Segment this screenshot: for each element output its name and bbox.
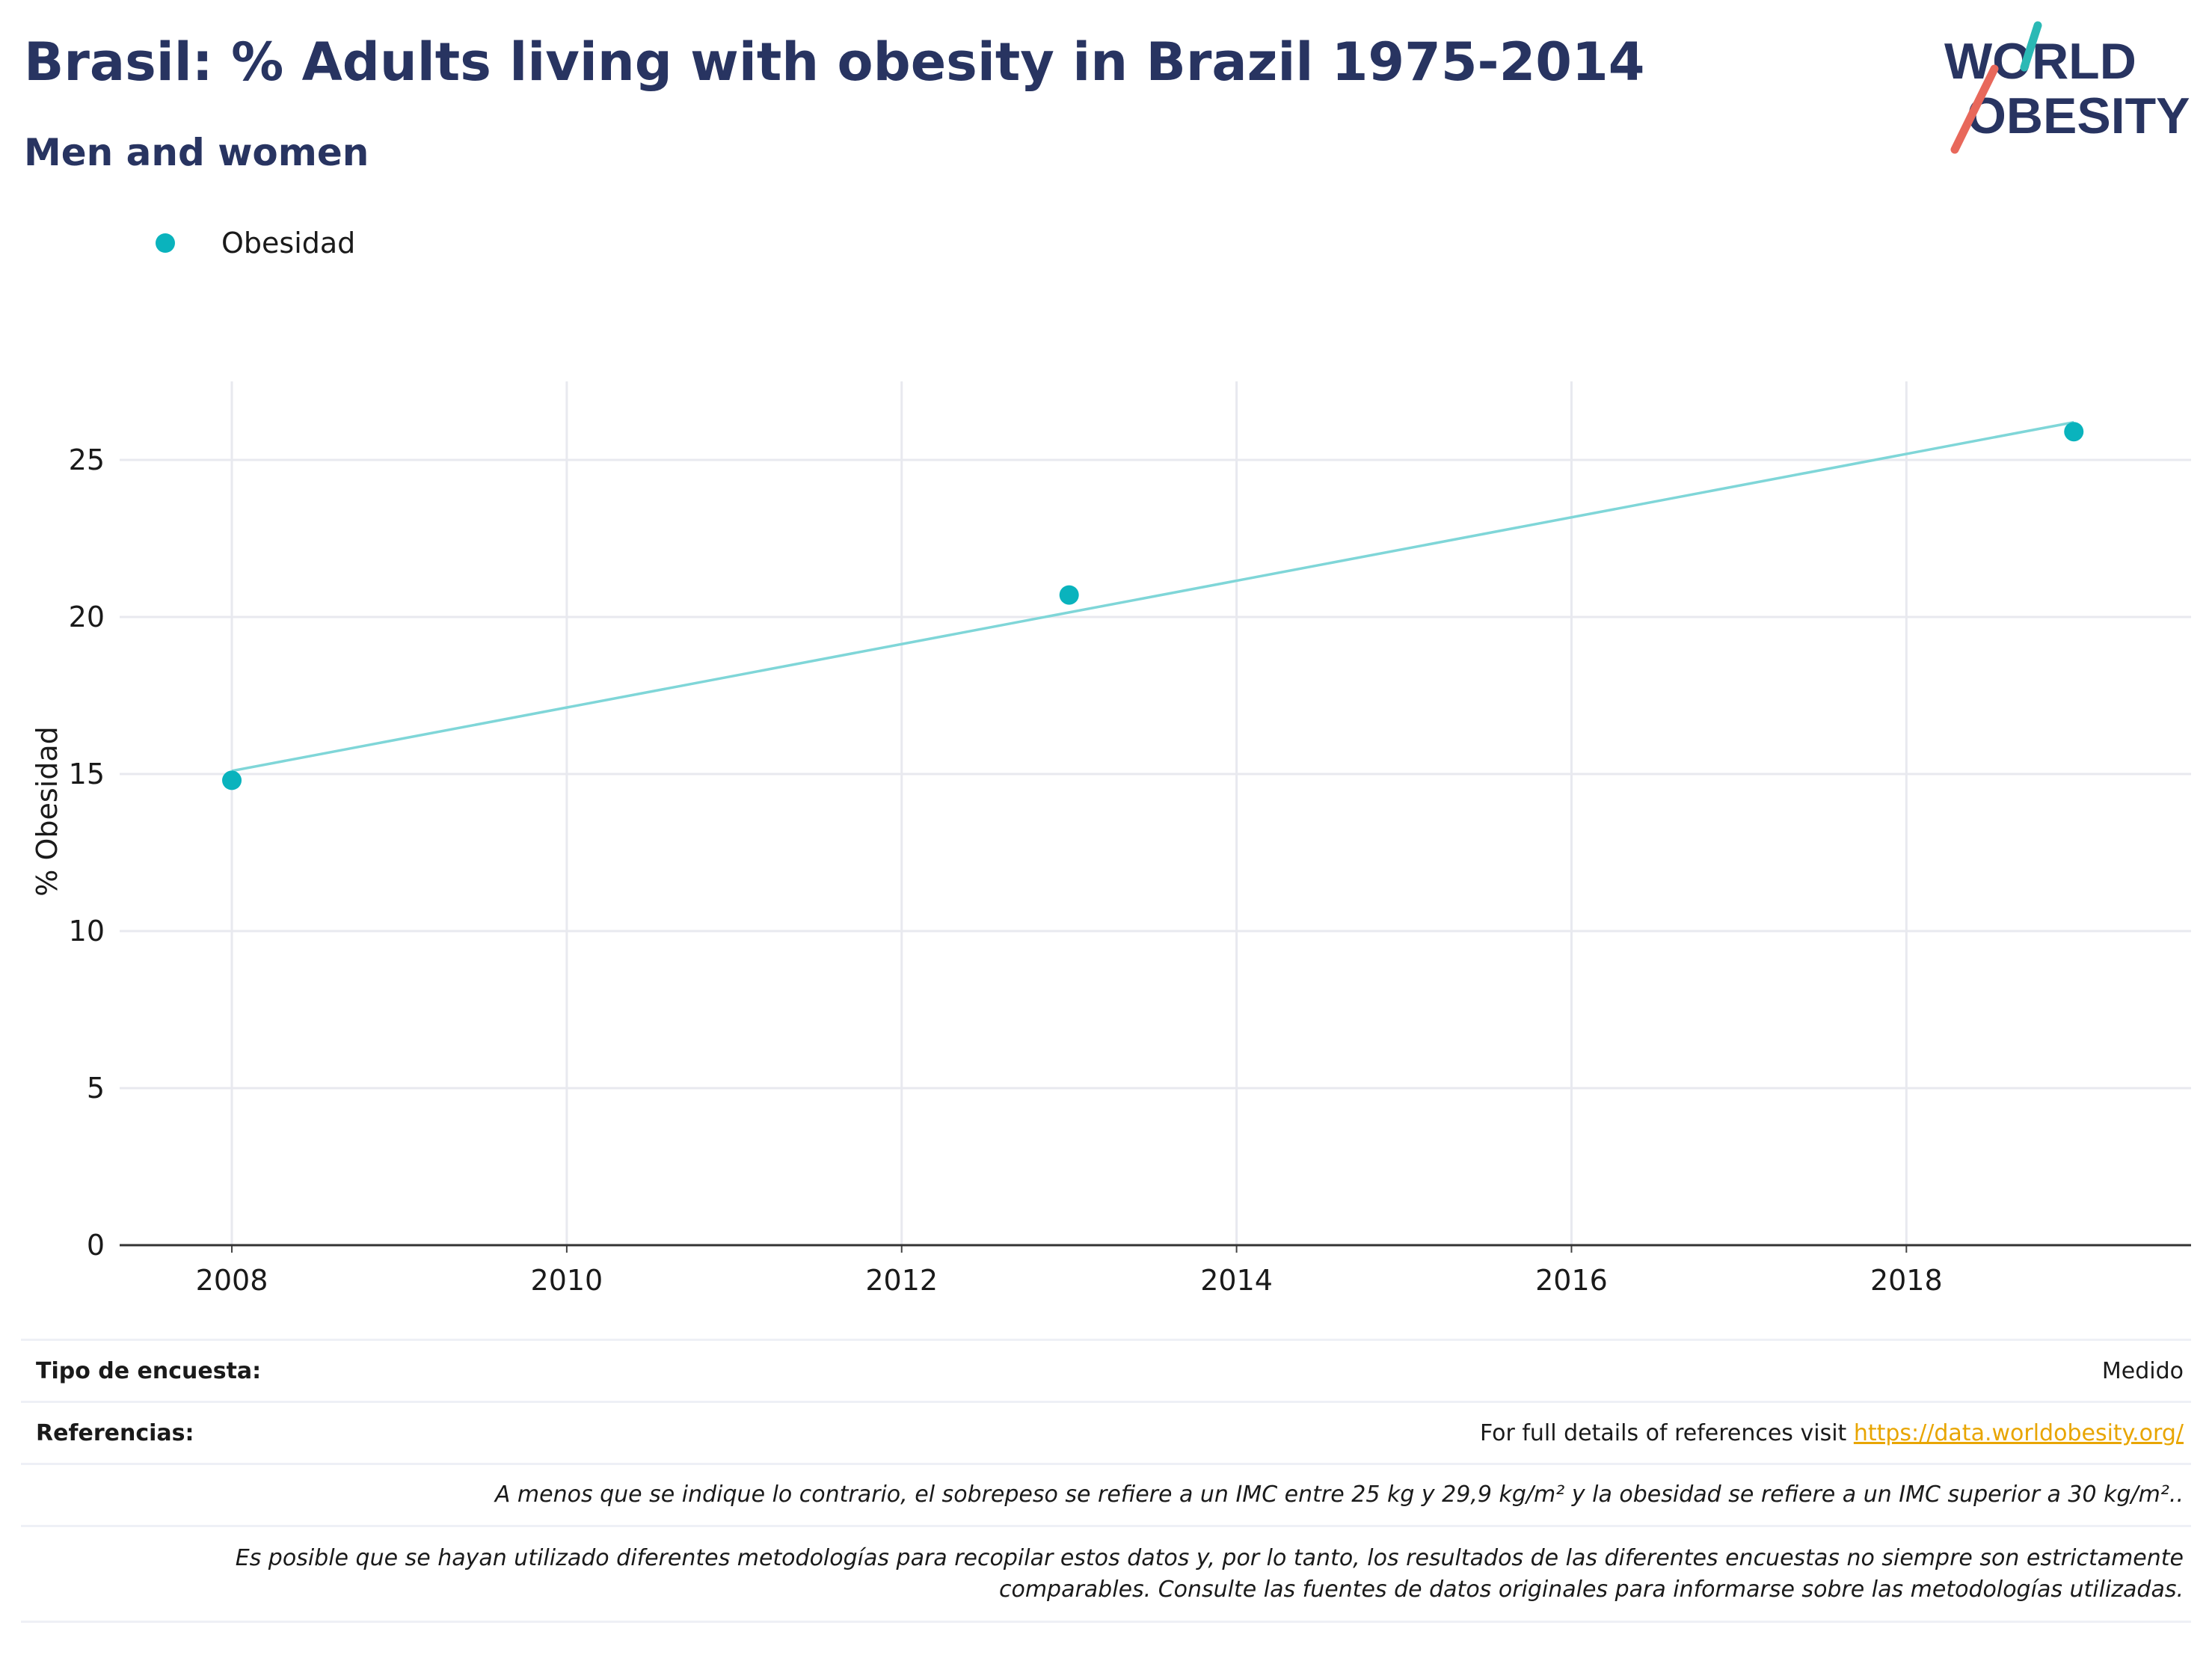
references-link[interactable]: https://data.worldobesity.org/ bbox=[1853, 1419, 2184, 1446]
logo-coral-slash bbox=[1950, 64, 1999, 154]
data-point-2013 bbox=[1059, 585, 1079, 605]
legend-marker bbox=[156, 233, 175, 253]
data-points bbox=[222, 422, 2084, 790]
survey-type-value: Medido bbox=[2101, 1357, 2184, 1384]
x-tick-label-2016: 2016 bbox=[1535, 1264, 1608, 1297]
tick-labels: 0 5 10 15 20 25 2008 2010 2012 2014 2016 2018 bbox=[69, 443, 1943, 1297]
chart-title: Brasil: % Adults living with obesity in … bbox=[24, 31, 1645, 93]
y-tick-label-25: 25 bbox=[69, 443, 105, 476]
x-tick-label-2010: 2010 bbox=[531, 1264, 603, 1297]
y-tick-label-5: 5 bbox=[87, 1072, 105, 1105]
logo-word-obesity: OBESITY bbox=[1967, 87, 2190, 144]
x-tick-label-2014: 2014 bbox=[1200, 1264, 1273, 1297]
y-tick-label-0: 0 bbox=[87, 1229, 105, 1262]
methodology-note-line1: Es posible que se hayan utilizado difere… bbox=[235, 1544, 2184, 1571]
x-tick-label-2012: 2012 bbox=[865, 1264, 938, 1297]
definition-note: A menos que se indique lo contrario, el … bbox=[494, 1481, 2184, 1508]
y-axis-label: % Obesidad bbox=[31, 726, 64, 896]
grid-lines bbox=[120, 381, 2191, 1245]
trendline-obesidad bbox=[231, 420, 2074, 773]
methodology-note-line2: comparables. Consulte las fuentes de dat… bbox=[998, 1576, 2184, 1603]
obesity-scatter-chart: 0 5 10 15 20 25 2008 2010 2012 2014 2016 2018 % Obe… bbox=[31, 381, 2191, 1297]
references-text: For full details of references visit bbox=[1479, 1419, 1854, 1446]
survey-type-label: Tipo de encuesta: bbox=[36, 1357, 262, 1384]
x-tick-label-2008: 2008 bbox=[196, 1264, 268, 1297]
references-row: Referencias: For full details of referen… bbox=[21, 1401, 2191, 1463]
references-value: For full details of references visit htt… bbox=[1480, 1420, 2191, 1446]
chart-subtitle: Men and women bbox=[24, 131, 369, 174]
data-point-2019 bbox=[2064, 422, 2084, 442]
logo-word-world: WORLD bbox=[1944, 33, 2136, 90]
y-tick-label-10: 10 bbox=[69, 915, 105, 948]
methodology-note: Es posible que se hayan utilizado difere… bbox=[21, 1543, 2191, 1606]
trendline bbox=[231, 420, 2074, 773]
y-tick-label-15: 15 bbox=[69, 758, 105, 790]
logo-teal-slash bbox=[2020, 21, 2042, 72]
axes bbox=[120, 1244, 2191, 1253]
chart-legend[interactable]: Obesidad bbox=[156, 224, 355, 262]
data-point-2008 bbox=[222, 770, 242, 790]
x-tick-label-2018: 2018 bbox=[1870, 1264, 1943, 1297]
survey-type-row: Tipo de encuesta: Medido bbox=[21, 1339, 2191, 1401]
definition-note-row: A menos que se indique lo contrario, el … bbox=[21, 1463, 2191, 1525]
y-tick-label-20: 20 bbox=[69, 601, 105, 633]
world-obesity-logo: WORLD OBESITY bbox=[1944, 21, 2190, 154]
chart-footer: Tipo de encuesta: Medido Referencias: Fo… bbox=[21, 1339, 2191, 1623]
references-label: Referencias: bbox=[36, 1419, 194, 1446]
legend-label-obesidad: Obesidad bbox=[221, 227, 356, 260]
methodology-note-row: Es posible que se hayan utilizado difere… bbox=[21, 1525, 2191, 1623]
